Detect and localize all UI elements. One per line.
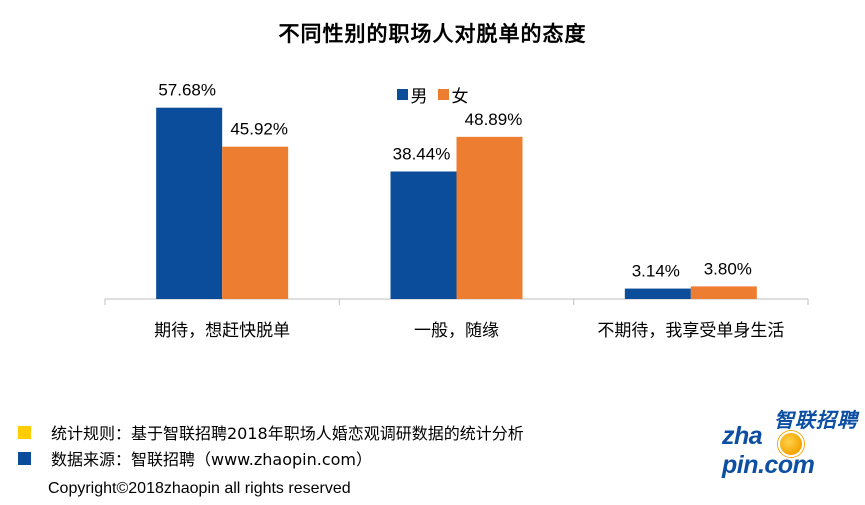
- bar-female: [222, 146, 289, 299]
- bar-male: [390, 171, 457, 299]
- source-text: 数据来源：智联招聘（www.zhaopin.com）: [51, 450, 373, 469]
- bar-female: [690, 286, 757, 299]
- rule-text: 统计规则：基于智联招聘2018年职场人婚恋观调研数据的统计分析: [51, 424, 524, 443]
- rule-square-icon: [18, 425, 31, 439]
- data-label: 3.14%: [632, 262, 680, 281]
- legend-swatch-male: [396, 89, 408, 100]
- data-label: 57.68%: [158, 81, 216, 100]
- footer-rule: 统计规则：基于智联招聘2018年职场人婚恋观调研数据的统计分析: [18, 420, 524, 444]
- data-label: 3.80%: [704, 259, 752, 278]
- source-square-icon: [18, 451, 31, 465]
- logo-en-text: zhapin.com: [722, 422, 858, 480]
- logo-en-right: pin.com: [722, 451, 815, 479]
- legend-item-female: 女: [437, 82, 469, 107]
- legend-label-female: 女: [451, 87, 469, 107]
- bar-female: [456, 136, 523, 299]
- bar-male: [156, 107, 223, 299]
- category-label: 期待，想赶快脱单: [154, 321, 290, 341]
- legend: 男 女: [0, 82, 865, 107]
- logo-dot-icon: [778, 431, 804, 457]
- footer-source: 数据来源：智联招聘（www.zhaopin.com）: [18, 446, 372, 470]
- legend-swatch-female: [437, 89, 449, 100]
- category-label: 不期待，我享受单身生活: [597, 321, 784, 341]
- bar-chart: 57.68% 45.92% 期待，想赶快脱单 38.44% 48.89% 一般，随缘 3.1…: [104, 81, 809, 341]
- logo-cn-text: 智联招聘: [774, 408, 858, 432]
- data-label: 48.89%: [465, 110, 523, 129]
- copyright: Copyright©2018zhaopin all rights reserve…: [48, 480, 351, 497]
- chart-title: 不同性别的职场人对脱单的态度: [278, 22, 587, 46]
- data-label: 38.44%: [393, 145, 451, 164]
- legend-item-male: 男: [396, 82, 428, 107]
- bar-male: [624, 288, 691, 299]
- data-label: 45.92%: [230, 120, 288, 139]
- legend-label-male: 男: [410, 87, 428, 107]
- category-label: 一般，随缘: [414, 321, 499, 341]
- zhaopin-logo: 智联招聘 zhapin.com: [722, 404, 858, 479]
- logo-en-left: zha: [722, 422, 763, 450]
